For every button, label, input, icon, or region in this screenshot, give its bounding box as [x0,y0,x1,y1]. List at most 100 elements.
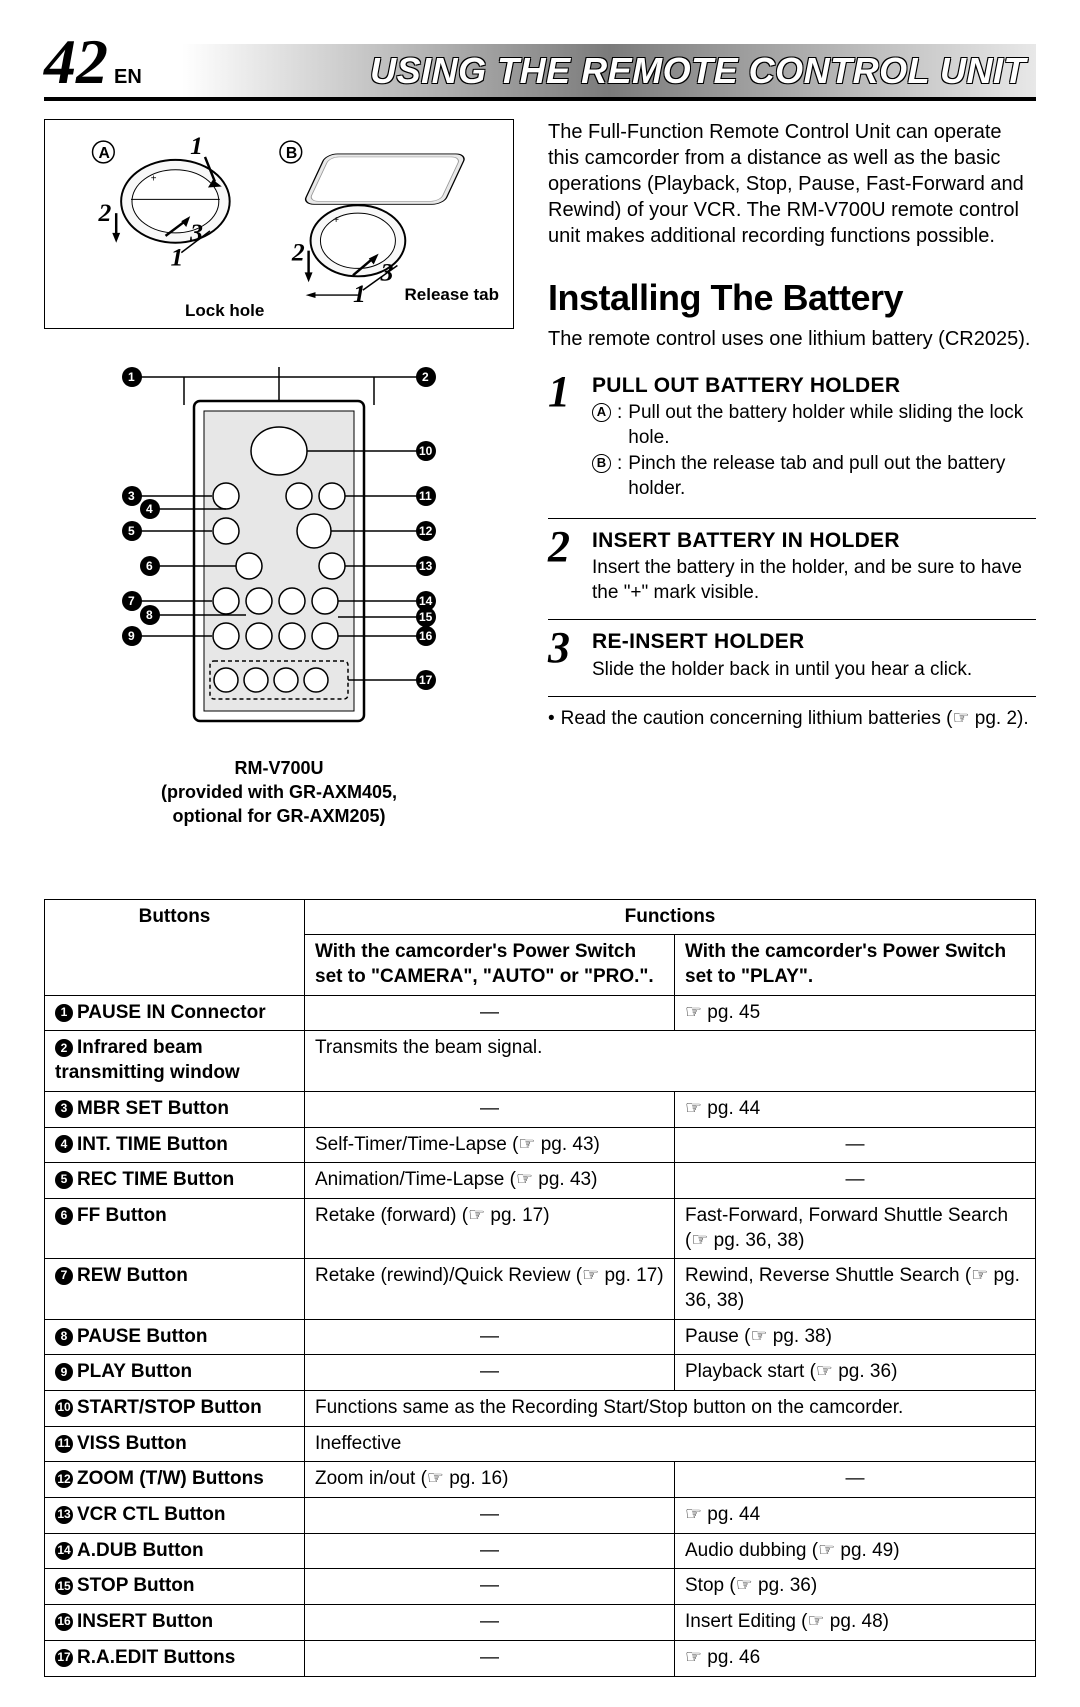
th-functions: Functions [305,899,1036,935]
a-icon: A [592,403,611,422]
b-icon: B [592,454,611,473]
table-row: 4INT. TIME ButtonSelf-Timer/Time-Lapse (… [45,1127,1036,1163]
svg-text:3: 3 [189,218,203,247]
svg-text:2: 2 [422,370,429,384]
table-row: 10START/STOP ButtonFunctions same as the… [45,1391,1036,1427]
play-cell: ☞ pg. 44 [675,1091,1036,1127]
button-cell: 9PLAY Button [45,1355,305,1391]
table-row: 14A.DUB Button—Audio dubbing (☞ pg. 49) [45,1533,1036,1569]
button-cell: 6FF Button [45,1198,305,1258]
functions-table: Buttons Functions With the camcorder's P… [44,899,1036,1677]
step-body-text: Slide the holder back in until you hear … [592,658,1036,683]
battery-holder-figure: + 1 2 3 1 [44,119,514,329]
camera-cell: — [305,995,675,1031]
svg-text:11: 11 [419,489,432,503]
svg-text:+: + [333,215,339,226]
camera-cell: Retake (forward) (☞ pg. 17) [305,1198,675,1258]
play-cell: Stop (☞ pg. 36) [675,1569,1036,1605]
svg-text:17: 17 [419,673,433,687]
remote-note-1: (provided with GR-AXM405, [44,780,514,804]
button-cell: 16INSERT Button [45,1605,305,1641]
page-number: 42 [44,30,108,94]
svg-text:1: 1 [190,131,203,160]
button-cell: 12ZOOM (T/W) Buttons [45,1462,305,1498]
lang-code: EN [114,64,142,90]
camera-cell: Retake (rewind)/Quick Review (☞ pg. 17) [305,1259,675,1319]
step-2: 2 INSERT BATTERY IN HOLDER Insert the ba… [548,518,1036,620]
lock-hole-label: Lock hole [185,300,264,322]
play-cell: Rewind, Reverse Shuttle Search (☞ pg. 36… [675,1259,1036,1319]
page-title: USING THE REMOTE CONTROL UNIT [370,50,1026,91]
intro-text: The Full-Function Remote Control Unit ca… [548,119,1036,249]
camera-cell: — [305,1498,675,1534]
step-3: 3 RE-INSERT HOLDER Slide the holder back… [548,619,1036,696]
svg-text:1: 1 [128,370,135,384]
play-cell: ☞ pg. 46 [675,1640,1036,1676]
th-buttons: Buttons [45,899,305,995]
table-row: 3MBR SET Button—☞ pg. 44 [45,1091,1036,1127]
button-cell: 17R.A.EDIT Buttons [45,1640,305,1676]
button-cell: 10START/STOP Button [45,1391,305,1427]
svg-text:+: + [151,173,157,184]
step-number: 3 [548,628,582,682]
svg-text:3: 3 [128,489,135,503]
section-subtext: The remote control uses one lithium batt… [548,326,1036,352]
title-band: USING THE REMOTE CONTROL UNIT [182,44,1036,97]
play-cell: Pause (☞ pg. 38) [675,1319,1036,1355]
th-camera: With the camcorder's Power Switch set to… [305,935,675,995]
button-cell: 1PAUSE IN Connector [45,995,305,1031]
camera-cell: Zoom in/out (☞ pg. 16) [305,1462,675,1498]
table-row: 9PLAY Button—Playback start (☞ pg. 36) [45,1355,1036,1391]
button-cell: 5REC TIME Button [45,1163,305,1199]
step-number: 1 [548,372,582,504]
camera-cell: — [305,1091,675,1127]
svg-text:B: B [286,145,297,162]
camera-cell: — [305,1605,675,1641]
steps-list: 1 PULL OUT BATTERY HOLDER A : Pull out t… [548,372,1036,697]
camera-cell: — [305,1355,675,1391]
camera-cell: Self-Timer/Time-Lapse (☞ pg. 43) [305,1127,675,1163]
table-row: 8PAUSE Button—Pause (☞ pg. 38) [45,1319,1036,1355]
step-1a: Pull out the battery holder while slidin… [628,401,1036,450]
button-cell: 2Infrared beam transmitting window [45,1031,305,1091]
table-row: 17R.A.EDIT Buttons—☞ pg. 46 [45,1640,1036,1676]
svg-text:3: 3 [380,257,394,286]
play-cell: Fast-Forward, Forward Shuttle Search (☞ … [675,1198,1036,1258]
svg-text:A: A [98,145,109,162]
play-cell: — [675,1127,1036,1163]
table-row: 5REC TIME ButtonAnimation/Time-Lapse (☞ … [45,1163,1036,1199]
play-cell: ☞ pg. 44 [675,1498,1036,1534]
function-span-cell: Ineffective [305,1426,1036,1462]
table-row: 6FF ButtonRetake (forward) (☞ pg. 17)Fas… [45,1198,1036,1258]
play-cell: Audio dubbing (☞ pg. 49) [675,1533,1036,1569]
play-cell: — [675,1163,1036,1199]
table-row: 12ZOOM (T/W) ButtonsZoom in/out (☞ pg. 1… [45,1462,1036,1498]
svg-text:6: 6 [146,559,153,573]
play-cell: Insert Editing (☞ pg. 48) [675,1605,1036,1641]
svg-text:2: 2 [291,237,305,266]
notes: Read the caution concerning lithium batt… [548,696,1036,732]
button-cell: 3MBR SET Button [45,1091,305,1127]
camera-cell: — [305,1640,675,1676]
table-row: 11VISS ButtonIneffective [45,1426,1036,1462]
section-heading: Installing The Battery [548,275,1036,322]
table-row: 2Infrared beam transmitting windowTransm… [45,1031,1036,1091]
button-cell: 11VISS Button [45,1426,305,1462]
play-cell: — [675,1462,1036,1498]
step-1b: Pinch the release tab and pull out the b… [628,452,1036,501]
table-row: 1PAUSE IN Connector—☞ pg. 45 [45,995,1036,1031]
remote-note-2: optional for GR-AXM205) [44,804,514,828]
table-row: 13VCR CTL Button—☞ pg. 44 [45,1498,1036,1534]
button-cell: 7REW Button [45,1259,305,1319]
step-heading: INSERT BATTERY IN HOLDER [592,527,1036,554]
note-text: Read the caution concerning lithium batt… [561,707,1029,732]
function-span-cell: Functions same as the Recording Start/St… [305,1391,1036,1427]
step-1: 1 PULL OUT BATTERY HOLDER A : Pull out t… [548,372,1036,518]
svg-text:16: 16 [419,629,433,643]
button-cell: 13VCR CTL Button [45,1498,305,1534]
button-cell: 8PAUSE Button [45,1319,305,1355]
svg-text:9: 9 [128,629,135,643]
svg-text:8: 8 [146,608,153,622]
svg-text:2: 2 [97,198,111,227]
camera-cell: — [305,1533,675,1569]
